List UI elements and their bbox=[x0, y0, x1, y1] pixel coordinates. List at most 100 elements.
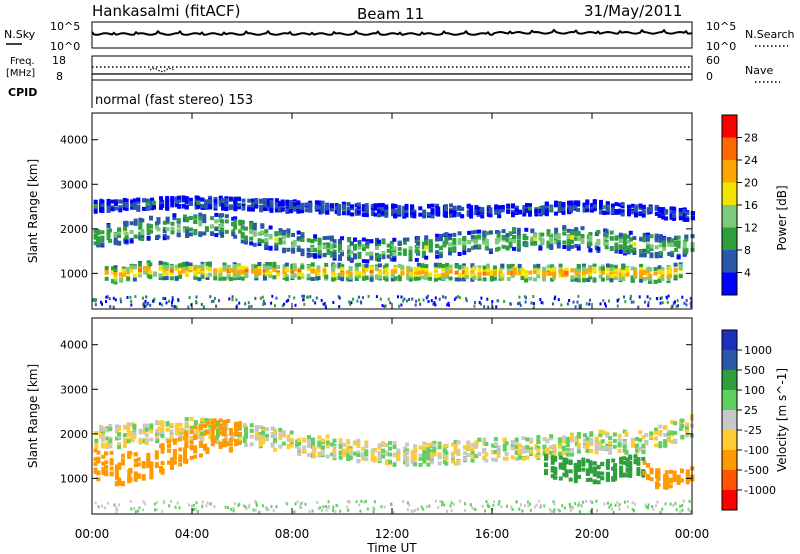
power-ground-cell bbox=[108, 297, 111, 301]
power-cell bbox=[170, 203, 175, 208]
power-cell bbox=[667, 237, 672, 242]
velocity-cell bbox=[208, 435, 213, 440]
power-cell bbox=[620, 212, 625, 217]
power-ground-cell bbox=[235, 305, 238, 309]
power-ground-cell bbox=[403, 297, 406, 301]
power-cell bbox=[666, 279, 671, 284]
power-cell bbox=[181, 269, 186, 274]
power-cell bbox=[658, 235, 663, 240]
velocity-cell bbox=[311, 437, 315, 442]
power-cell bbox=[268, 245, 273, 250]
power-cell bbox=[197, 277, 202, 282]
power-cell bbox=[544, 201, 549, 206]
velocity-cell bbox=[521, 436, 526, 440]
power-cell bbox=[646, 249, 650, 254]
power-cell bbox=[247, 204, 252, 209]
power-cell bbox=[546, 244, 551, 249]
velocity-ground-cell bbox=[526, 500, 529, 504]
power-cell bbox=[674, 236, 679, 241]
power-ground-cell bbox=[483, 305, 486, 309]
power-cell bbox=[282, 274, 287, 278]
velocity-cell bbox=[557, 437, 562, 442]
power-cell bbox=[285, 202, 290, 207]
power-cell bbox=[604, 233, 609, 238]
power-cell bbox=[374, 274, 379, 279]
power-cell bbox=[470, 235, 475, 240]
velocity-cell bbox=[146, 458, 151, 463]
velocity-cell bbox=[392, 463, 397, 467]
power-cell bbox=[546, 271, 551, 276]
power-cell bbox=[605, 207, 610, 212]
velocity-cell bbox=[608, 440, 613, 445]
power-cell bbox=[623, 233, 627, 238]
velocity-cell bbox=[160, 449, 165, 454]
power-ground-cell bbox=[689, 296, 692, 300]
velocity-ground-cell bbox=[651, 505, 654, 509]
velocity-cell bbox=[514, 450, 519, 455]
velocity-cell bbox=[630, 443, 635, 448]
power-cell bbox=[470, 269, 475, 274]
power-cell bbox=[300, 238, 305, 242]
power-ground-cell bbox=[616, 304, 619, 308]
velocity-cell bbox=[482, 449, 487, 454]
power-cell bbox=[365, 259, 370, 264]
velocity-cell bbox=[625, 473, 630, 478]
power-cell bbox=[576, 236, 581, 241]
power-cell bbox=[123, 226, 128, 231]
power-cell bbox=[408, 252, 413, 257]
power-cell bbox=[570, 277, 575, 282]
velocity-cell bbox=[552, 447, 557, 452]
velocity-cell bbox=[348, 455, 353, 460]
power-cell bbox=[435, 203, 440, 208]
velocity-cell bbox=[228, 438, 233, 443]
power-cell bbox=[449, 209, 453, 214]
power-cell bbox=[550, 277, 555, 282]
velocity-ground-cell bbox=[176, 501, 179, 505]
power-cell bbox=[473, 245, 478, 250]
power-cell bbox=[346, 211, 351, 216]
velocity-cell bbox=[224, 434, 229, 439]
x-tick-label: 00:00 bbox=[675, 527, 710, 541]
velocity-cell bbox=[100, 436, 105, 441]
power-cell bbox=[146, 231, 151, 236]
power-ground-cell bbox=[349, 302, 352, 306]
power-cell bbox=[329, 204, 334, 209]
velocity-cell bbox=[670, 439, 674, 444]
velocity-ground-cell bbox=[285, 501, 288, 505]
velocity-ground-cell bbox=[201, 504, 204, 508]
power-cell bbox=[124, 239, 129, 244]
power-cell bbox=[592, 199, 597, 204]
velocity-cell bbox=[668, 469, 673, 474]
velocity-cell bbox=[144, 423, 149, 428]
velocity-cell bbox=[286, 438, 291, 442]
power-cell bbox=[448, 247, 452, 252]
power-cell bbox=[454, 264, 459, 269]
velocity-cell bbox=[167, 448, 171, 453]
power-cell bbox=[674, 247, 679, 252]
velocity-cell bbox=[193, 454, 198, 459]
velocity-cell bbox=[453, 461, 458, 466]
power-ground-cell bbox=[455, 296, 458, 300]
power-ground-cell bbox=[173, 305, 176, 308]
power-cell bbox=[646, 234, 650, 239]
velocity-ground-cell bbox=[484, 509, 486, 513]
velocity-ground-cell bbox=[669, 502, 672, 506]
power-cell bbox=[138, 262, 142, 267]
power-cell bbox=[113, 232, 118, 237]
power-cell bbox=[566, 228, 571, 233]
power-cell bbox=[586, 244, 591, 249]
velocity-cell bbox=[117, 481, 122, 486]
velocity-cell bbox=[193, 445, 198, 450]
power-cell bbox=[448, 276, 453, 281]
power-ground-cell bbox=[447, 301, 450, 305]
power-cell bbox=[664, 216, 669, 221]
power-cell bbox=[252, 232, 257, 237]
power-cell bbox=[276, 265, 280, 270]
power-cell bbox=[236, 273, 241, 278]
power-cell bbox=[435, 250, 440, 255]
power-cell bbox=[377, 205, 382, 210]
power-cell bbox=[162, 226, 167, 231]
power-cell bbox=[240, 276, 245, 281]
velocity-ground-cell bbox=[618, 503, 621, 507]
